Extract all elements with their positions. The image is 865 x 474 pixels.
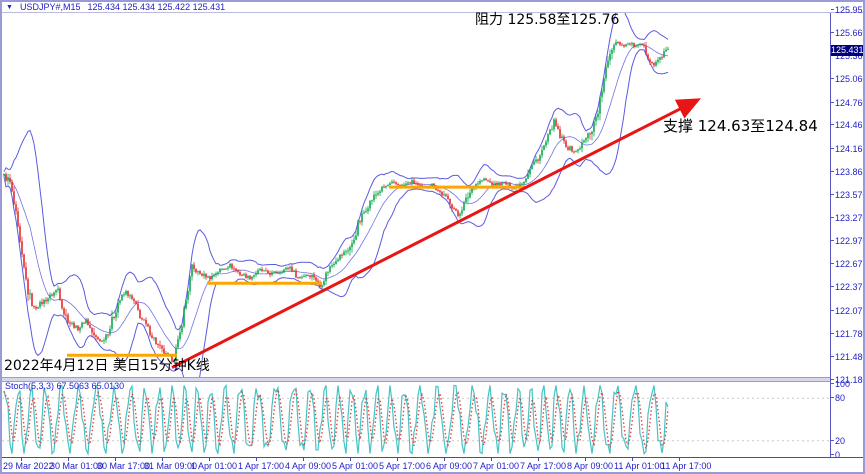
- time-tick-label: 5 Apr 01:00: [332, 461, 379, 471]
- price-tick-label: 121.180: [831, 375, 863, 385]
- stochastic-canvas[interactable]: [2, 382, 830, 457]
- time-tick-label: 6 Apr 09:00: [426, 461, 473, 471]
- time-tick: [679, 458, 680, 461]
- time-tick: [491, 458, 492, 461]
- time-tick: [585, 458, 586, 461]
- stochastic-label: Stoch(5,3,3) 67.5063 65.0130: [5, 381, 125, 391]
- time-tick: [115, 458, 116, 461]
- stoch-signal-line: [3, 386, 669, 452]
- time-tick-label: 30 Mar 01:00: [50, 461, 104, 471]
- time-tick: [162, 458, 163, 461]
- candlesticks: [3, 39, 669, 363]
- price-tick-label: 122.375: [831, 282, 863, 292]
- price-tick-label: 122.970: [831, 236, 863, 246]
- time-tick: [68, 458, 69, 461]
- price-tick-label: 124.165: [831, 144, 863, 154]
- time-tick-label: 5 Apr 17:00: [379, 461, 426, 471]
- stoch-tick-label: 20: [830, 435, 846, 446]
- resistance-annotation: 阻力 125.58至125.76: [475, 12, 620, 28]
- time-tick-label: 29 Mar 2022: [3, 461, 54, 471]
- price-tick-label: 125.060: [831, 74, 863, 84]
- symbol-timeframe-label: USDJPY#,M15: [19, 2, 81, 12]
- main-chart-area[interactable]: [2, 13, 830, 378]
- price-tick-label: 123.570: [831, 190, 863, 200]
- time-tick-label: 1 Apr 17:00: [238, 461, 285, 471]
- bollinger-upper-band: [3, 13, 669, 331]
- date-caption: 2022年4月12日 美日15分钟K线: [4, 358, 210, 374]
- time-tick: [350, 458, 351, 461]
- stochastic-panel[interactable]: Stoch(5,3,3) 67.5063 65.0130: [2, 381, 830, 457]
- price-tick-label: 124.760: [831, 98, 863, 108]
- time-tick: [303, 458, 304, 461]
- quote-bar: ▼ USDJPY#,M15 125.434 125.434 125.422 12…: [2, 2, 863, 13]
- price-tick-label: 121.480: [831, 352, 863, 362]
- price-tick-label: 121.780: [831, 329, 863, 339]
- time-tick-label: 30 Mar 17:00: [97, 461, 151, 471]
- price-tick-label: 123.270: [831, 213, 863, 223]
- time-tick-label: 11 Apr 17:00: [661, 461, 712, 471]
- price-tick-label: 122.075: [831, 306, 863, 316]
- stoch-tick-label: 80: [830, 393, 846, 404]
- time-tick-label: 1 Apr 01:00: [191, 461, 238, 471]
- time-tick-label: 7 Apr 17:00: [520, 461, 567, 471]
- price-chart-canvas[interactable]: [2, 13, 830, 378]
- time-tick: [538, 458, 539, 461]
- trendline-arrow[interactable]: [171, 98, 702, 369]
- bollinger-lower-band: [3, 49, 669, 378]
- support-annotation: 支撑 124.63至124.84: [663, 117, 818, 135]
- time-tick-label: 4 Apr 09:00: [285, 461, 332, 471]
- time-axis[interactable]: 29 Mar 2022 30 Mar 01:00 30 Mar 17:00 31 Ma…: [2, 457, 863, 472]
- time-tick: [444, 458, 445, 461]
- time-tick: [632, 458, 633, 461]
- price-tick-label: 125.955: [831, 5, 863, 15]
- symbol-dropdown-icon[interactable]: ▼: [6, 3, 13, 11]
- price-tick-label: 123.865: [831, 167, 863, 177]
- price-tick-label: 124.465: [831, 120, 863, 130]
- panel-splitter[interactable]: [2, 377, 830, 382]
- stoch-tick-label: 0: [830, 450, 841, 460]
- time-tick: [209, 458, 210, 461]
- price-tick-label: 122.675: [831, 259, 863, 269]
- time-tick: [397, 458, 398, 461]
- time-tick: [21, 458, 22, 461]
- time-tick-label: 11 Apr 01:00: [614, 461, 665, 471]
- ohlc-values: 125.434 125.434 125.422 125.431: [87, 2, 226, 12]
- price-tick-label: 125.660: [831, 28, 863, 38]
- time-tick-label: 7 Apr 01:00: [473, 461, 520, 471]
- time-tick-label: 31 Mar 09:00: [144, 461, 198, 471]
- current-price-tag: 125.431: [831, 45, 864, 57]
- time-tick: [256, 458, 257, 461]
- bollinger-middle-band: [3, 43, 669, 350]
- time-tick-label: 8 Apr 09:00: [567, 461, 614, 471]
- stoch-tick-label: 100: [830, 379, 851, 389]
- price-axis[interactable]: 125.955 125.660 125.360 125.060 124.760 124.4…: [830, 5, 864, 460]
